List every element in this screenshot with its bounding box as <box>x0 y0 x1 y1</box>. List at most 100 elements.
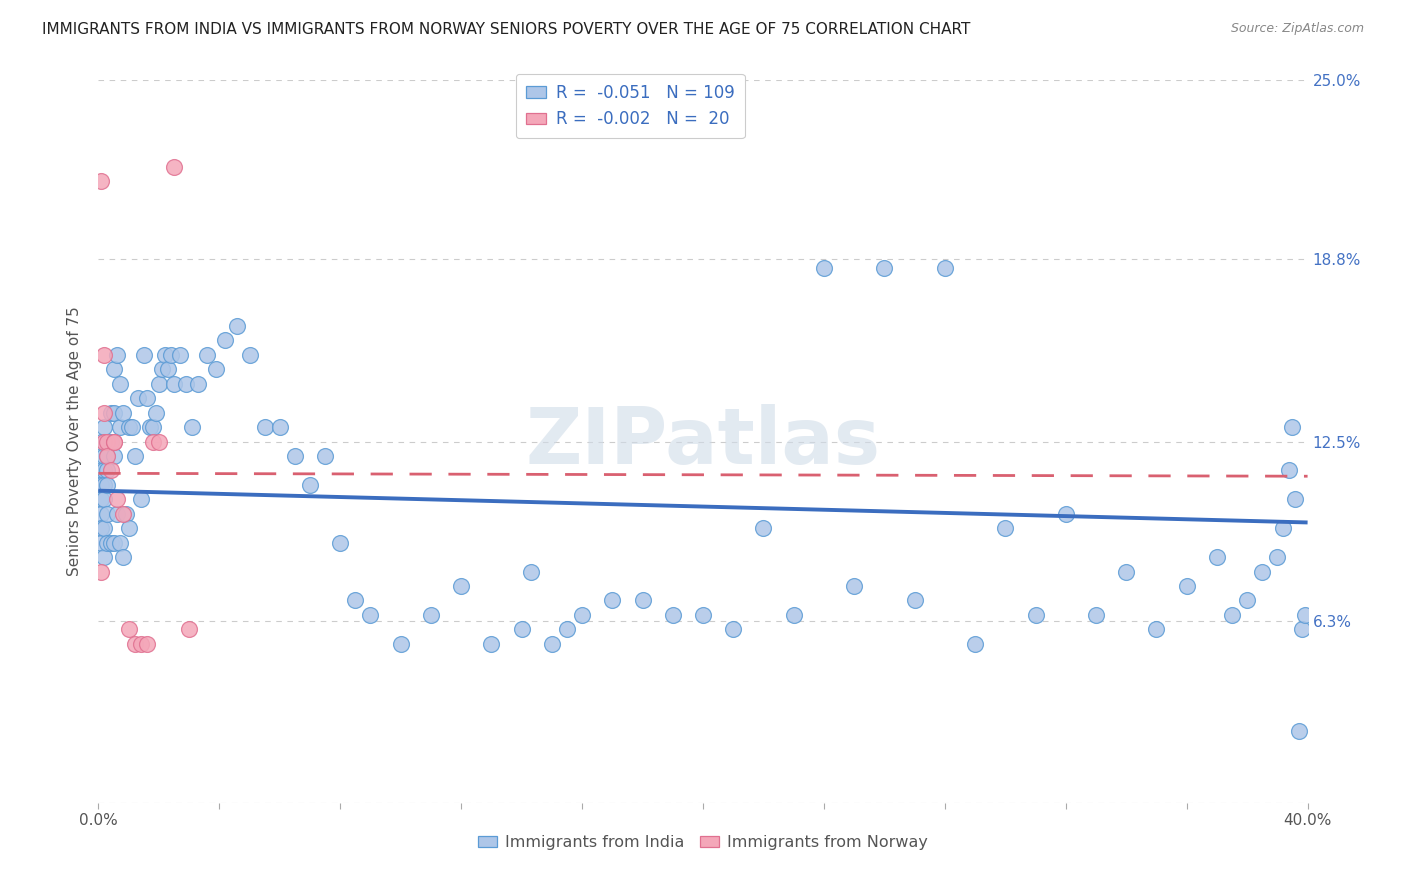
Point <box>105 348 128 362</box>
Point <box>844 579 866 593</box>
Point <box>103 434 125 449</box>
Point <box>93 449 115 463</box>
Point <box>108 535 131 549</box>
Point <box>994 521 1017 535</box>
Point <box>1291 623 1313 637</box>
Point <box>93 420 115 434</box>
Point <box>105 507 128 521</box>
Point <box>93 463 115 477</box>
Point <box>389 637 412 651</box>
Point <box>156 362 179 376</box>
Point <box>148 376 170 391</box>
Point <box>111 507 134 521</box>
Point <box>124 637 146 651</box>
Point <box>1267 550 1289 565</box>
Point <box>344 593 367 607</box>
Point <box>111 406 134 420</box>
Point <box>253 420 276 434</box>
Point <box>142 434 165 449</box>
Point <box>169 348 191 362</box>
Point <box>96 449 118 463</box>
Point <box>100 434 122 449</box>
Y-axis label: Seniors Poverty Over the Age of 75: Seniors Poverty Over the Age of 75 <box>67 307 83 576</box>
Point <box>1144 623 1167 637</box>
Point <box>195 348 218 362</box>
Point <box>510 623 533 637</box>
Point <box>420 607 443 622</box>
Point <box>299 478 322 492</box>
Point <box>103 362 125 376</box>
Point <box>148 434 170 449</box>
Point <box>1294 607 1316 622</box>
Point <box>108 376 131 391</box>
Point <box>214 334 236 348</box>
Point <box>111 550 134 565</box>
Point <box>934 261 956 276</box>
Point <box>93 550 115 565</box>
Point <box>100 535 122 549</box>
Point <box>1206 550 1229 565</box>
Point <box>661 607 683 622</box>
Point <box>1251 565 1274 579</box>
Point <box>121 420 143 434</box>
Point <box>1115 565 1137 579</box>
Point <box>450 579 472 593</box>
Point <box>135 391 157 405</box>
Point <box>284 449 307 463</box>
Point <box>103 535 125 549</box>
Point <box>90 174 112 188</box>
Point <box>519 565 541 579</box>
Point <box>93 478 115 492</box>
Point <box>132 348 155 362</box>
Point <box>118 420 141 434</box>
Point <box>96 535 118 549</box>
Point <box>100 463 122 477</box>
Point <box>96 463 118 477</box>
Point <box>205 362 228 376</box>
Point <box>1284 492 1306 507</box>
Point <box>93 521 115 535</box>
Point <box>174 376 197 391</box>
Point <box>160 348 183 362</box>
Point <box>129 492 152 507</box>
Point <box>163 160 186 174</box>
Point <box>1236 593 1258 607</box>
Point <box>93 348 115 362</box>
Point <box>571 607 593 622</box>
Point <box>187 376 209 391</box>
Point <box>96 434 118 449</box>
Point <box>118 623 141 637</box>
Point <box>103 449 125 463</box>
Point <box>90 492 112 507</box>
Text: ZIPatlas: ZIPatlas <box>526 403 880 480</box>
Point <box>124 449 146 463</box>
Point <box>1272 521 1295 535</box>
Point <box>752 521 775 535</box>
Point <box>96 507 118 521</box>
Point <box>1281 420 1303 434</box>
Legend: Immigrants from India, Immigrants from Norway: Immigrants from India, Immigrants from N… <box>471 829 935 856</box>
Point <box>93 406 115 420</box>
Point <box>150 362 173 376</box>
Point <box>145 406 167 420</box>
Point <box>904 593 927 607</box>
Point <box>555 623 578 637</box>
Point <box>1278 463 1301 477</box>
Point <box>1054 507 1077 521</box>
Point <box>118 521 141 535</box>
Point <box>314 449 336 463</box>
Point <box>129 637 152 651</box>
Point <box>269 420 291 434</box>
Point <box>139 420 162 434</box>
Point <box>114 507 136 521</box>
Point <box>153 348 176 362</box>
Point <box>90 434 112 449</box>
Point <box>100 406 122 420</box>
Point <box>1175 579 1198 593</box>
Point <box>1024 607 1046 622</box>
Point <box>692 607 714 622</box>
Point <box>90 507 112 521</box>
Point <box>540 637 562 651</box>
Point <box>142 420 165 434</box>
Point <box>360 607 382 622</box>
